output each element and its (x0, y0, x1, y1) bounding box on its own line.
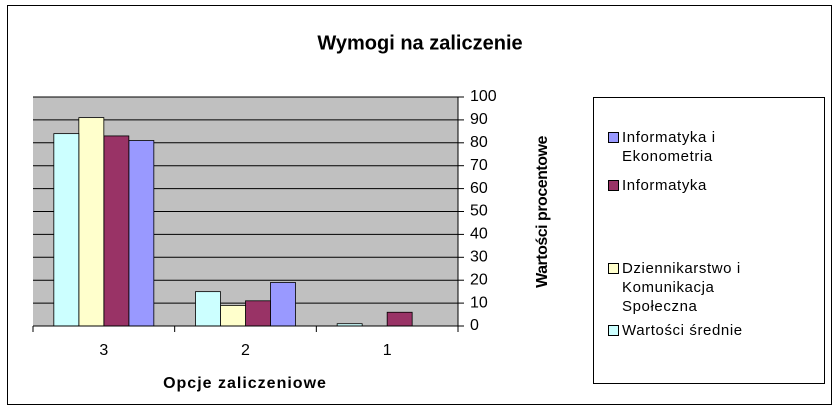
legend-label: Wartości średnie (622, 322, 743, 339)
y-tick-label: 60 (470, 180, 488, 197)
x-tick-label: 1 (383, 342, 392, 359)
legend-entry: Informatyka i Ekonometria (608, 128, 768, 166)
y-tick-label: 10 (470, 294, 488, 311)
y-tick-label: 80 (470, 134, 488, 151)
legend-entry: Dziennikarstwo i Komunikacja Społeczna (608, 259, 768, 316)
y-tick-label: 100 (470, 88, 497, 105)
legend-entry: Wartości średnie (608, 321, 768, 340)
legend-swatch (608, 132, 619, 143)
y-axis-title: Wartości procentowe (534, 136, 551, 288)
bar (78, 117, 105, 327)
x-tick-label: 2 (241, 342, 250, 359)
bar (245, 300, 271, 327)
bar (386, 311, 413, 327)
legend-label: Informatyka i Ekonometria (622, 129, 716, 165)
bar (220, 304, 246, 327)
bar (53, 133, 80, 327)
y-tick-label: 30 (470, 249, 488, 266)
y-tick-label: 40 (470, 226, 488, 243)
legend: Informatyka i Ekonometria Informatyka Dzie… (593, 97, 825, 384)
legend-label: Dziennikarstwo i Komunikacja Społeczna (622, 260, 741, 315)
x-axis-title: Opcje zaliczeniowe (163, 375, 327, 392)
legend-swatch (608, 325, 619, 336)
bar (103, 135, 130, 327)
y-tick-label: 50 (470, 203, 488, 220)
chart-title: Wymogi na zaliczenie (317, 32, 522, 54)
y-tick-label: 0 (470, 317, 479, 334)
bar (195, 291, 221, 327)
bar (270, 282, 296, 327)
y-tick-label: 20 (470, 271, 488, 288)
x-tick-label: 3 (99, 342, 108, 359)
y-tick-label: 90 (470, 111, 488, 128)
y-tick-label: 70 (470, 157, 488, 174)
bar (128, 140, 155, 327)
legend-swatch (608, 180, 619, 191)
legend-entry: Informatyka (608, 176, 768, 195)
legend-label: Informatyka (622, 177, 707, 194)
legend-swatch (608, 263, 619, 274)
